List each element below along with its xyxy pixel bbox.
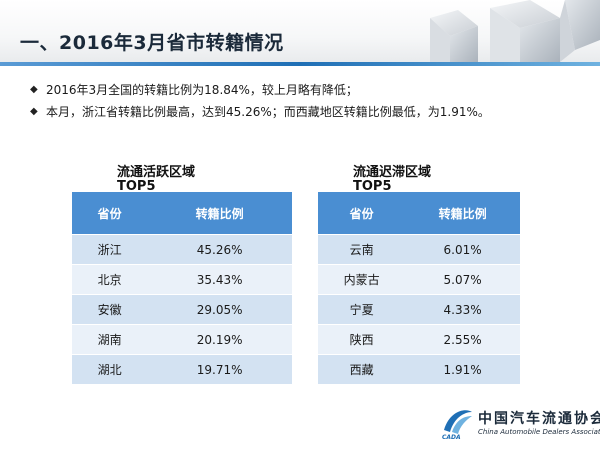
active-region-table: 省份 转籍比例 浙江 45.26% 北京 35.43% 安徽 29.05% 湖南… (72, 192, 292, 384)
stagnant-table-title: 流通迟滞区域 TOP5 (353, 166, 431, 194)
table-header-row: 省份 转籍比例 (72, 192, 292, 235)
ratio-cell: 29.05% (147, 294, 292, 325)
active-table-title: 流通活跃区域 TOP5 (117, 166, 195, 194)
cada-emblem-icon (444, 410, 472, 434)
province-cell: 北京 (72, 264, 148, 295)
bullet-item: ◆ 2016年3月全国的转籍比例为18.84%，较上月略有降低； (30, 78, 590, 100)
province-cell: 浙江 (72, 234, 148, 265)
active-table-title-line1: 流通活跃区域 (117, 165, 196, 180)
bullet-list: ◆ 2016年3月全国的转籍比例为18.84%，较上月略有降低； ◆ 本月，浙江… (30, 78, 590, 122)
table-row: 内蒙古 5.07% (318, 264, 520, 295)
table-row: 云南 6.01% (318, 234, 520, 265)
province-cell: 云南 (318, 234, 406, 265)
bullet-text: 本月，浙江省转籍比例最高，达到45.26%；而西藏地区转籍比例最低，为1.91%… (46, 104, 490, 119)
bullet-item: ◆ 本月，浙江省转籍比例最高，达到45.26%；而西藏地区转籍比例最低，为1.9… (30, 100, 590, 122)
ratio-cell: 6.01% (405, 234, 520, 265)
table-row: 浙江 45.26% (72, 234, 292, 265)
province-cell: 宁夏 (318, 294, 406, 325)
ratio-cell: 4.33% (405, 294, 520, 325)
active-table-title-line2: TOP5 (117, 179, 156, 194)
header-banner: 一、2016年3月省市转籍情况 (0, 0, 600, 62)
ratio-cell: 45.26% (147, 234, 292, 265)
province-cell: 陕西 (318, 324, 406, 355)
cada-logo: CADA 中国汽车流通协会 China Automobile Dealers A… (436, 404, 600, 446)
province-cell: 西藏 (318, 354, 406, 384)
stagnant-table-title-line1: 流通迟滞区域 (353, 165, 432, 180)
decorative-cubes-image (430, 0, 600, 62)
diamond-bullet-icon: ◆ (30, 105, 38, 117)
table-row: 西藏 1.91% (318, 354, 520, 384)
page-title: 一、2016年3月省市转籍情况 (20, 32, 284, 54)
logo-name-en: China Automobile Dealers Association (478, 428, 600, 436)
table-row: 宁夏 4.33% (318, 294, 520, 325)
logo-name-cn: 中国汽车流通协会 (478, 411, 600, 427)
column-header-province: 省份 (72, 192, 148, 235)
ratio-cell: 19.71% (147, 354, 292, 384)
header-divider (0, 62, 600, 66)
table-row: 安徽 29.05% (72, 294, 292, 325)
province-cell: 内蒙古 (318, 264, 406, 295)
table-row: 北京 35.43% (72, 264, 292, 295)
table-row: 湖南 20.19% (72, 324, 292, 355)
ratio-cell: 35.43% (147, 264, 292, 295)
province-cell: 安徽 (72, 294, 148, 325)
table-header-row: 省份 转籍比例 (318, 192, 520, 235)
table-row: 湖北 19.71% (72, 354, 292, 384)
ratio-cell: 20.19% (147, 324, 292, 355)
province-cell: 湖南 (72, 324, 148, 355)
diamond-bullet-icon: ◆ (30, 83, 38, 95)
column-header-ratio: 转籍比例 (147, 192, 292, 235)
ratio-cell: 2.55% (405, 324, 520, 355)
province-cell: 湖北 (72, 354, 148, 384)
column-header-ratio: 转籍比例 (405, 192, 520, 235)
ratio-cell: 1.91% (405, 354, 520, 384)
logo-abbreviation: CADA (442, 434, 461, 441)
stagnant-region-table: 省份 转籍比例 云南 6.01% 内蒙古 5.07% 宁夏 4.33% 陕西 2… (318, 192, 520, 384)
stagnant-table-title-line2: TOP5 (353, 179, 392, 194)
ratio-cell: 5.07% (405, 264, 520, 295)
table-row: 陕西 2.55% (318, 324, 520, 355)
bullet-text: 2016年3月全国的转籍比例为18.84%，较上月略有降低； (46, 82, 358, 97)
column-header-province: 省份 (318, 192, 406, 235)
